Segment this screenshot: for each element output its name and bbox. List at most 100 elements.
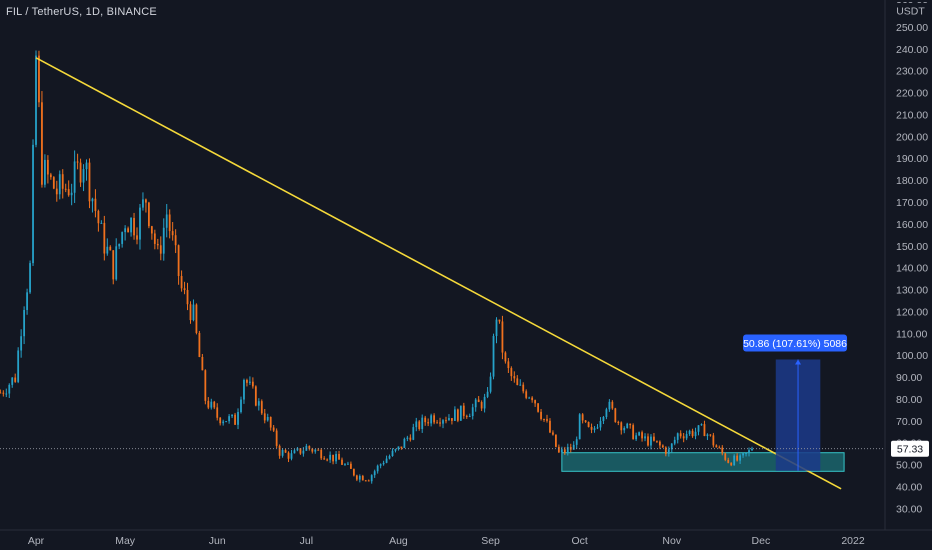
candle bbox=[528, 396, 531, 399]
last-price-label: 57.33 bbox=[897, 444, 923, 456]
candle bbox=[599, 417, 602, 431]
price-tick-label: 210.00 bbox=[896, 109, 928, 121]
candle bbox=[673, 436, 676, 446]
price-tick-label: 120.00 bbox=[896, 306, 928, 318]
candle bbox=[489, 372, 492, 394]
candle bbox=[299, 448, 302, 455]
candle bbox=[451, 418, 453, 425]
candle bbox=[79, 158, 82, 187]
candle bbox=[266, 413, 269, 422]
candle bbox=[216, 403, 219, 421]
candle bbox=[165, 204, 168, 238]
resistance-trendline[interactable] bbox=[35, 57, 842, 490]
candle bbox=[456, 408, 459, 423]
candle bbox=[733, 454, 736, 466]
candle bbox=[367, 479, 370, 482]
candle bbox=[115, 238, 118, 281]
candle bbox=[8, 383, 11, 399]
time-tick-label: May bbox=[115, 535, 136, 547]
price-tick-label: 240.00 bbox=[896, 44, 928, 56]
candle bbox=[100, 220, 103, 224]
time-tick-label: Sep bbox=[481, 535, 500, 547]
candle bbox=[145, 198, 147, 213]
candle bbox=[142, 192, 144, 211]
candle bbox=[543, 418, 545, 422]
candle bbox=[352, 468, 355, 477]
candle bbox=[171, 222, 174, 241]
candle bbox=[468, 413, 471, 418]
candle bbox=[64, 183, 67, 193]
candle bbox=[364, 479, 367, 482]
time-axis[interactable]: Apr May Jun Jul Aug Sep Oct Nov Dec 2022 bbox=[0, 529, 932, 547]
candle bbox=[415, 417, 418, 432]
price-tick-label: 140.00 bbox=[896, 263, 928, 275]
candle bbox=[694, 427, 697, 440]
candle bbox=[204, 369, 207, 405]
price-tick-label: 230.00 bbox=[896, 66, 928, 78]
candle bbox=[462, 402, 465, 419]
candle bbox=[308, 445, 311, 451]
candle bbox=[658, 440, 661, 449]
candle bbox=[344, 462, 346, 466]
candle bbox=[350, 461, 352, 469]
candle bbox=[237, 408, 239, 430]
candle bbox=[552, 430, 554, 436]
candle bbox=[445, 416, 447, 424]
candle bbox=[667, 446, 670, 457]
candle bbox=[174, 229, 177, 254]
candle bbox=[67, 180, 70, 197]
candle bbox=[635, 432, 638, 441]
candle bbox=[739, 453, 742, 464]
candle bbox=[546, 414, 548, 423]
candle bbox=[638, 431, 640, 437]
candle bbox=[394, 448, 397, 453]
candle bbox=[249, 376, 251, 385]
candle bbox=[382, 460, 385, 466]
candle bbox=[605, 407, 608, 420]
candle bbox=[112, 250, 115, 285]
candle bbox=[201, 353, 204, 371]
candle bbox=[243, 378, 245, 404]
candle bbox=[320, 448, 323, 460]
candle bbox=[281, 448, 284, 458]
currency-badge bbox=[892, 3, 929, 18]
candle bbox=[727, 457, 730, 464]
candle bbox=[397, 446, 400, 451]
candle bbox=[412, 423, 415, 441]
candle bbox=[697, 425, 700, 436]
candle bbox=[647, 433, 649, 447]
candle bbox=[284, 448, 287, 453]
candle bbox=[347, 461, 349, 465]
candle bbox=[688, 429, 691, 436]
candle bbox=[421, 414, 424, 433]
candle bbox=[608, 399, 611, 412]
price-tick-label: 220.00 bbox=[896, 88, 928, 100]
price-axis[interactable]: 30.0040.0050.0060.0070.0080.0090.00100.0… bbox=[884, 0, 929, 530]
candle bbox=[272, 425, 275, 432]
price-tick-label: 190.00 bbox=[896, 153, 928, 165]
candle bbox=[391, 448, 394, 457]
candle bbox=[82, 164, 85, 192]
candle bbox=[617, 420, 620, 426]
candle bbox=[251, 377, 254, 389]
support-zone[interactable] bbox=[561, 452, 845, 472]
candle bbox=[91, 197, 94, 213]
candle bbox=[61, 169, 64, 199]
price-tick-label: 70.00 bbox=[896, 416, 922, 428]
candle bbox=[587, 421, 590, 428]
candle bbox=[127, 226, 129, 233]
price-tick-label: 250.00 bbox=[896, 22, 928, 34]
candle bbox=[70, 183, 73, 206]
candle bbox=[29, 260, 31, 294]
candle bbox=[88, 158, 91, 209]
candle bbox=[459, 405, 462, 421]
candle bbox=[581, 413, 584, 424]
candle bbox=[534, 399, 537, 407]
candle bbox=[700, 423, 703, 426]
candle bbox=[26, 288, 28, 315]
candle bbox=[724, 452, 727, 462]
candle bbox=[540, 408, 542, 421]
price-tick-label: 40.00 bbox=[896, 481, 922, 493]
candle bbox=[103, 215, 106, 261]
